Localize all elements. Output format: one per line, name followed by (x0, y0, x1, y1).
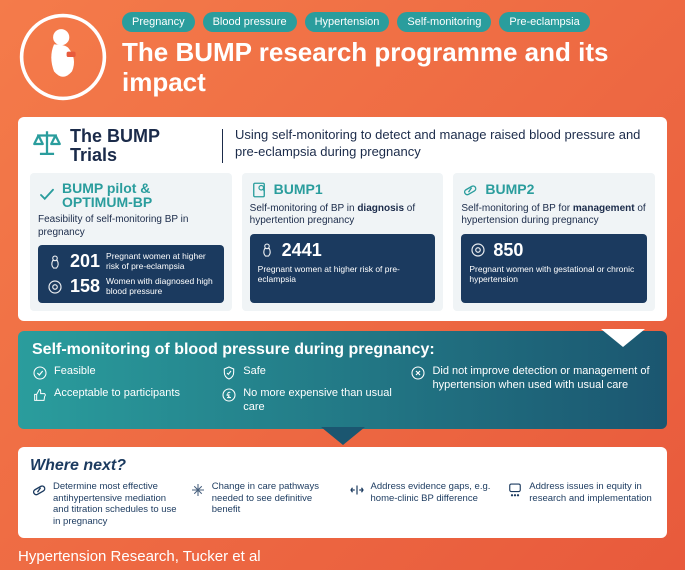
divider (222, 129, 223, 163)
woman-icon (258, 241, 276, 259)
trials-panel: The BUMP Trials Using self-monitoring to… (18, 117, 667, 321)
footer-citation: Hypertension Research, Tucker et al (18, 548, 667, 565)
stat-label: Pregnant women with gestational or chron… (469, 265, 639, 297)
stat-number: 201 (70, 251, 100, 272)
equity-icon (506, 481, 524, 499)
target-icon (469, 241, 487, 259)
stat-label: Pregnant women at higher risk of pre-ecl… (106, 252, 216, 272)
tag-row: Pregnancy Blood pressure Hypertension Se… (122, 12, 667, 32)
trial-sub: Self-monitoring of BP for management of … (461, 203, 647, 228)
woman-icon (46, 253, 64, 271)
findings-panel: Self-monitoring of blood pressure during… (18, 331, 667, 429)
scales-icon (30, 127, 64, 161)
tag: Pre-eclampsia (499, 12, 589, 32)
pregnant-icon (18, 12, 108, 102)
pill-icon (461, 181, 479, 199)
stat-label: Women with diagnosed high blood pressure (106, 277, 216, 297)
where-next-panel: Where next? Determine most effective ant… (18, 447, 667, 539)
logo (18, 12, 108, 107)
finding-text: Acceptable to participants (54, 387, 180, 401)
trials-heading: The BUMP Trials (70, 127, 210, 165)
trial-card-pilot: BUMP pilot & OPTIMUM-BP Feasibility of s… (30, 173, 232, 311)
trial-name: BUMP2 (485, 182, 534, 197)
x-circle-icon (410, 365, 426, 381)
tag: Self-monitoring (397, 12, 491, 32)
header: Pregnancy Blood pressure Hypertension Se… (18, 12, 667, 107)
stat-number: 158 (70, 276, 100, 297)
where-text: Address evidence gaps, e.g. home-clinic … (371, 481, 497, 505)
finding-text: Did not improve detection or management … (432, 365, 653, 393)
trials-description: Using self-monitoring to detect and mana… (235, 127, 655, 161)
tag: Blood pressure (203, 12, 297, 32)
finding-text: Feasible (54, 365, 96, 379)
where-text: Address issues in equity in research and… (529, 481, 655, 505)
target-icon (46, 278, 64, 296)
pound-icon (221, 387, 237, 403)
flow-arrow-icon (601, 329, 645, 347)
check-circle-icon (32, 365, 48, 381)
findings-title: Self-monitoring of blood pressure during… (32, 341, 653, 359)
trial-sub: Self-monitoring of BP in diagnosis of hy… (250, 203, 436, 228)
flow-arrow-icon (321, 427, 365, 445)
trial-sub: Feasibility of self-monitoring BP in pre… (38, 214, 224, 239)
stat-number: 850 (493, 240, 523, 261)
trial-card-bump1: BUMP1 Self-monitoring of BP in diagnosis… (242, 173, 444, 311)
trial-name: BUMP pilot & OPTIMUM-BP (62, 181, 224, 210)
where-text: Change in care pathways needed to see de… (212, 481, 338, 517)
trial-name: BUMP1 (274, 182, 323, 197)
finding-text: Safe (243, 365, 266, 379)
pill-icon (30, 481, 48, 499)
check-icon (38, 186, 56, 204)
thumb-icon (32, 387, 48, 403)
stat-number: 2441 (282, 240, 322, 261)
tag: Pregnancy (122, 12, 195, 32)
gap-icon (348, 481, 366, 499)
tag: Hypertension (305, 12, 390, 32)
trial-card-bump2: BUMP2 Self-monitoring of BP for manageme… (453, 173, 655, 311)
shield-icon (221, 365, 237, 381)
pathway-icon (189, 481, 207, 499)
page-title: The BUMP research programme and its impa… (122, 38, 667, 98)
where-text: Determine most effective antihypertensiv… (53, 481, 179, 529)
where-title: Where next? (30, 457, 655, 475)
stat-label: Pregnant women at higher risk of pre-ecl… (258, 265, 428, 297)
finding-text: No more expensive than usual care (243, 387, 394, 415)
doc-icon (250, 181, 268, 199)
